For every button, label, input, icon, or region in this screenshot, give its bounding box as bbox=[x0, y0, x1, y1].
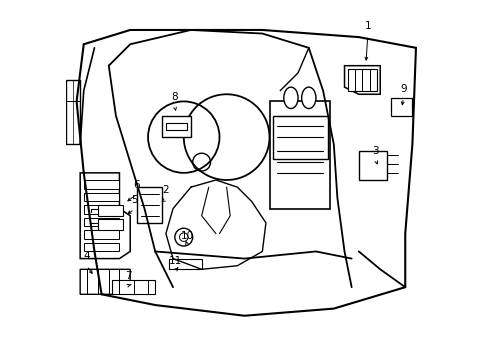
Text: 11: 11 bbox=[169, 256, 182, 266]
Bar bbox=[83, 180, 119, 189]
Bar bbox=[83, 205, 119, 214]
Ellipse shape bbox=[283, 87, 298, 109]
Bar bbox=[83, 217, 119, 226]
Polygon shape bbox=[390, 98, 411, 116]
Bar bbox=[83, 230, 119, 239]
Ellipse shape bbox=[301, 87, 315, 109]
Text: 9: 9 bbox=[399, 84, 406, 94]
Polygon shape bbox=[112, 280, 155, 294]
Text: 1: 1 bbox=[364, 21, 370, 31]
Polygon shape bbox=[358, 152, 386, 180]
Text: 4: 4 bbox=[83, 251, 90, 261]
Text: 7: 7 bbox=[125, 271, 131, 281]
Polygon shape bbox=[98, 219, 123, 230]
Text: 5: 5 bbox=[131, 195, 138, 205]
Text: 10: 10 bbox=[181, 231, 194, 241]
Polygon shape bbox=[137, 187, 162, 223]
Bar bbox=[83, 243, 119, 251]
Text: 3: 3 bbox=[372, 146, 379, 156]
Bar bbox=[269, 102, 329, 208]
Bar bbox=[83, 193, 119, 202]
Text: 8: 8 bbox=[171, 93, 178, 103]
Polygon shape bbox=[344, 66, 380, 94]
Polygon shape bbox=[347, 69, 376, 91]
Polygon shape bbox=[162, 116, 190, 137]
Polygon shape bbox=[80, 173, 130, 258]
Text: 6: 6 bbox=[133, 180, 140, 190]
Polygon shape bbox=[98, 205, 123, 216]
Polygon shape bbox=[80, 269, 130, 294]
Bar bbox=[272, 116, 328, 158]
Polygon shape bbox=[169, 258, 201, 269]
Polygon shape bbox=[165, 123, 187, 130]
Polygon shape bbox=[66, 80, 80, 144]
Text: 2: 2 bbox=[162, 185, 168, 195]
